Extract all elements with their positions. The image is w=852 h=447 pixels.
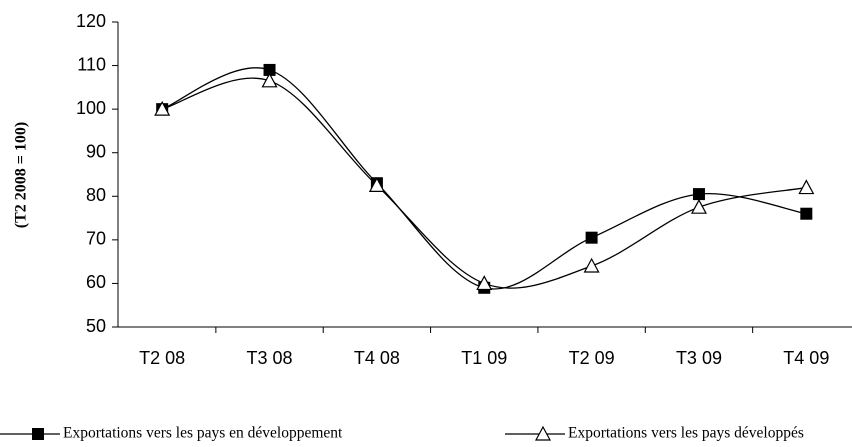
y-tick-label: 50 — [86, 316, 106, 336]
x-tick-label: T4 08 — [354, 348, 400, 368]
y-tick-label: 120 — [76, 11, 106, 31]
x-tick-label: T3 08 — [247, 348, 293, 368]
marker-triangle — [368, 177, 385, 192]
x-tick-label: T2 08 — [139, 348, 185, 368]
series-line — [161, 67, 807, 290]
legend-marker — [32, 428, 44, 440]
y-tick-label: 100 — [76, 98, 106, 118]
y-tick-label: 90 — [86, 141, 106, 161]
y-axis-label: (T2 2008 = 100) — [13, 122, 30, 228]
marker-square — [692, 188, 705, 201]
marker-square — [263, 63, 276, 76]
marker-triangle — [476, 275, 493, 291]
x-tick-label: T4 09 — [783, 348, 829, 368]
x-tick-label: T2 09 — [569, 348, 615, 368]
marker-triangle — [261, 72, 278, 88]
marker-triangle — [798, 179, 815, 195]
marker-triangle — [154, 100, 171, 116]
marker-triangle — [583, 257, 600, 273]
marker-triangle — [690, 198, 707, 214]
series-line — [162, 77, 807, 289]
y-tick-label: 60 — [86, 272, 106, 292]
legend-marker — [534, 425, 552, 441]
marker-square — [800, 207, 813, 220]
y-tick-label: 110 — [77, 54, 106, 74]
x-tick-label: T1 09 — [461, 348, 507, 368]
y-tick-label: 70 — [86, 229, 106, 249]
legend-label: Exportations vers les pays en développem… — [63, 425, 343, 442]
x-tick-label: T3 09 — [676, 348, 722, 368]
y-tick-label: 80 — [86, 185, 106, 205]
marker-square — [585, 231, 598, 244]
legend-label: Exportations vers les pays développés — [568, 425, 804, 442]
